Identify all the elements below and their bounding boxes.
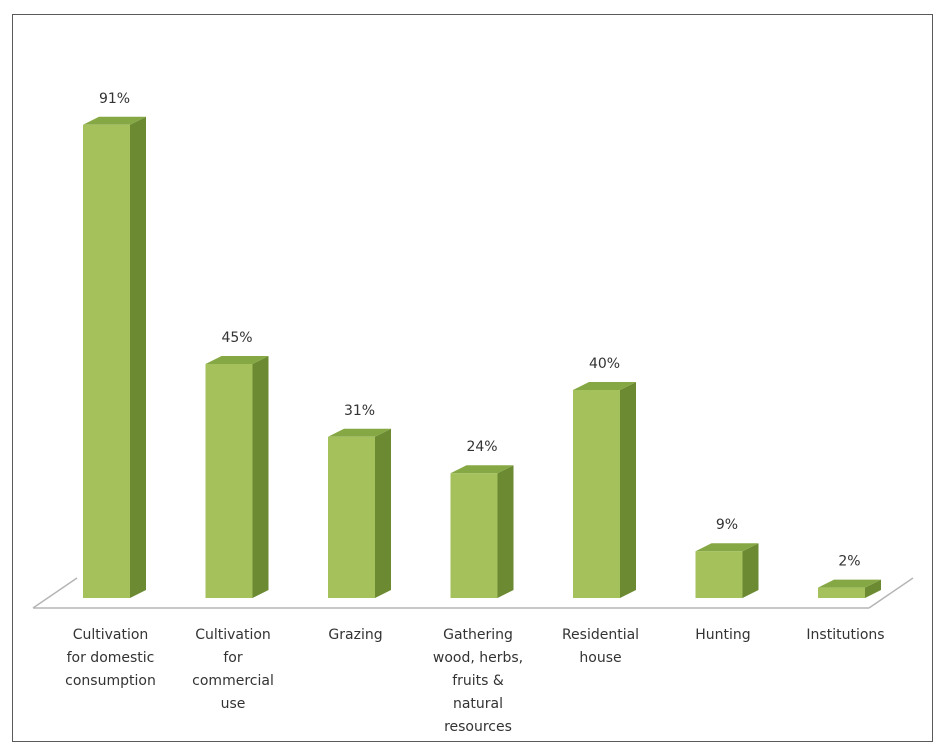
value-label: 2% <box>838 554 860 570</box>
category-label-line: house <box>579 650 621 666</box>
category-label-line: Hunting <box>695 627 750 643</box>
bar-top <box>328 428 391 437</box>
category-label-line: Cultivation <box>73 627 149 643</box>
category-label-line: commercial <box>192 673 274 689</box>
bar-front <box>818 587 865 598</box>
value-label: 40% <box>589 356 620 372</box>
bar-side <box>130 116 146 599</box>
category-label-line: fruits & <box>452 673 504 689</box>
category-label-line: for domestic <box>67 650 155 666</box>
category-label: Hunting <box>695 627 750 643</box>
bar <box>83 116 146 599</box>
bar <box>205 356 269 598</box>
category-label: Cultivation for domestic consumption <box>65 627 156 689</box>
bar-top <box>573 382 636 390</box>
bar-top <box>695 543 759 552</box>
bar-side <box>865 579 881 598</box>
category-label: Cultivation for commercial use <box>192 627 274 712</box>
bar-chart: 91% 45% 31% 24% 40% 9% 2% Cultivation for domes… <box>32 91 914 735</box>
value-label: 24% <box>466 439 497 455</box>
bar-front <box>695 551 743 598</box>
bar-top <box>818 579 881 588</box>
bar-front <box>573 390 620 598</box>
chart-frame: 91% 45% 31% 24% 40% 9% 2% Cultivation for domes… <box>12 14 933 742</box>
category-label-line: Residential <box>562 627 639 643</box>
category-labels-group: Cultivation for domestic consumptionCultiv… <box>65 627 884 735</box>
bar-side <box>252 356 269 598</box>
bar <box>573 382 636 598</box>
chart-floor <box>32 577 914 609</box>
category-label-line: consumption <box>65 673 156 689</box>
floor-right-edge <box>868 577 914 609</box>
bar-side <box>497 465 514 598</box>
category-label-line: Institutions <box>806 627 884 643</box>
category-label: Residential house <box>562 627 639 666</box>
bar-side <box>620 382 636 598</box>
category-label-line: Gathering <box>443 627 513 643</box>
bar-side <box>742 543 759 598</box>
value-label: 31% <box>344 403 375 419</box>
bar-top <box>450 465 514 474</box>
category-label: Grazing <box>328 627 382 643</box>
value-label: 45% <box>221 330 252 346</box>
bar-side <box>375 428 391 598</box>
category-label-line: natural <box>453 696 503 712</box>
category-label-line: wood, herbs, <box>433 650 523 666</box>
bar-front <box>328 436 375 598</box>
category-label-line: Grazing <box>328 627 382 643</box>
bar <box>818 579 881 598</box>
bar-top <box>83 116 146 125</box>
category-label: Gathering wood, herbs, fruits & natural reso… <box>433 627 523 735</box>
value-labels-group: 91% 45% 31% 24% 40% 9% 2% <box>99 91 861 570</box>
bar <box>328 428 391 598</box>
category-label-line: resources <box>444 719 512 735</box>
bar <box>695 543 759 598</box>
bar <box>450 465 514 598</box>
category-label: Institutions <box>806 627 884 643</box>
bars-group <box>83 116 881 599</box>
bar-front <box>450 473 498 598</box>
value-label: 9% <box>716 517 738 533</box>
category-label-line: Cultivation <box>195 627 271 643</box>
category-label-line: for <box>223 650 242 666</box>
bar-front <box>83 124 130 599</box>
bar-top <box>205 356 269 364</box>
category-label-line: use <box>221 696 246 712</box>
floor-left-edge <box>32 577 78 609</box>
value-label: 91% <box>99 91 130 107</box>
bar-front <box>205 364 253 598</box>
